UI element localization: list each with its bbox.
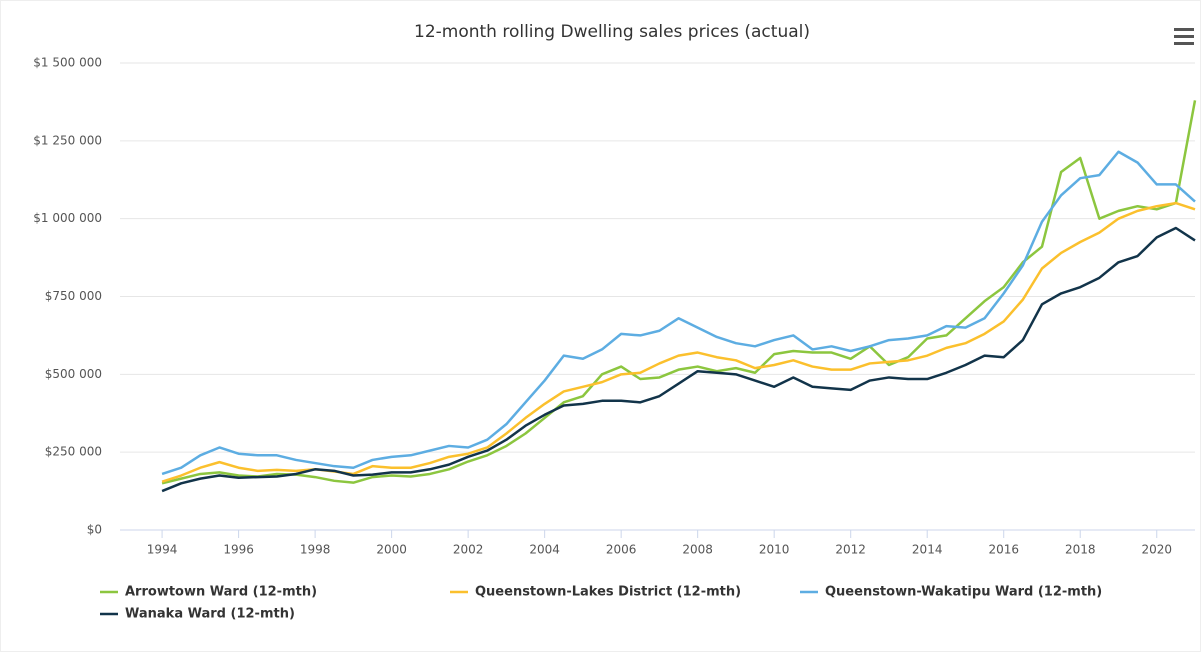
x-tick-label: 1996 <box>223 543 254 557</box>
y-tick-label: $1 000 000 <box>33 211 102 225</box>
x-tick-label: 2002 <box>453 543 484 557</box>
x-tick-label: 2014 <box>912 543 943 557</box>
y-tick-label: $0 <box>87 523 102 537</box>
x-tick-label: 1998 <box>300 543 331 557</box>
menu-bar <box>1174 28 1194 31</box>
x-tick-label: 2012 <box>835 543 866 557</box>
x-tick-label: 1994 <box>147 543 178 557</box>
legend-label: Arrowtown Ward (12-mth) <box>125 585 317 600</box>
x-tick-label: 2010 <box>759 543 790 557</box>
x-tick-label: 2016 <box>988 543 1019 557</box>
y-tick-label: $250 000 <box>45 445 102 459</box>
menu-button[interactable] <box>1174 28 1194 45</box>
x-tick-label: 2004 <box>529 543 560 557</box>
x-tick-label: 2020 <box>1141 543 1172 557</box>
legend-label: Queenstown-Lakes District (12-mth) <box>475 585 741 600</box>
x-tick-label: 2018 <box>1065 543 1096 557</box>
menu-bar <box>1174 35 1194 38</box>
x-tick-label: 2006 <box>606 543 637 557</box>
series-line <box>161 226 1196 493</box>
y-tick-label: $500 000 <box>45 367 102 381</box>
series-line <box>161 150 1196 476</box>
chart-title: 12-month rolling Dwelling sales prices (… <box>414 22 810 42</box>
legend-label: Queenstown-Wakatipu Ward (12-mth) <box>825 585 1102 600</box>
menu-bar <box>1174 42 1194 45</box>
y-tick-label: $1 500 000 <box>33 56 102 70</box>
legend-label: Wanaka Ward (12-mth) <box>125 607 295 622</box>
y-tick-label: $1 250 000 <box>33 133 102 147</box>
y-tick-label: $750 000 <box>45 289 102 303</box>
x-tick-label: 2000 <box>376 543 407 557</box>
x-tick-label: 2008 <box>682 543 713 557</box>
